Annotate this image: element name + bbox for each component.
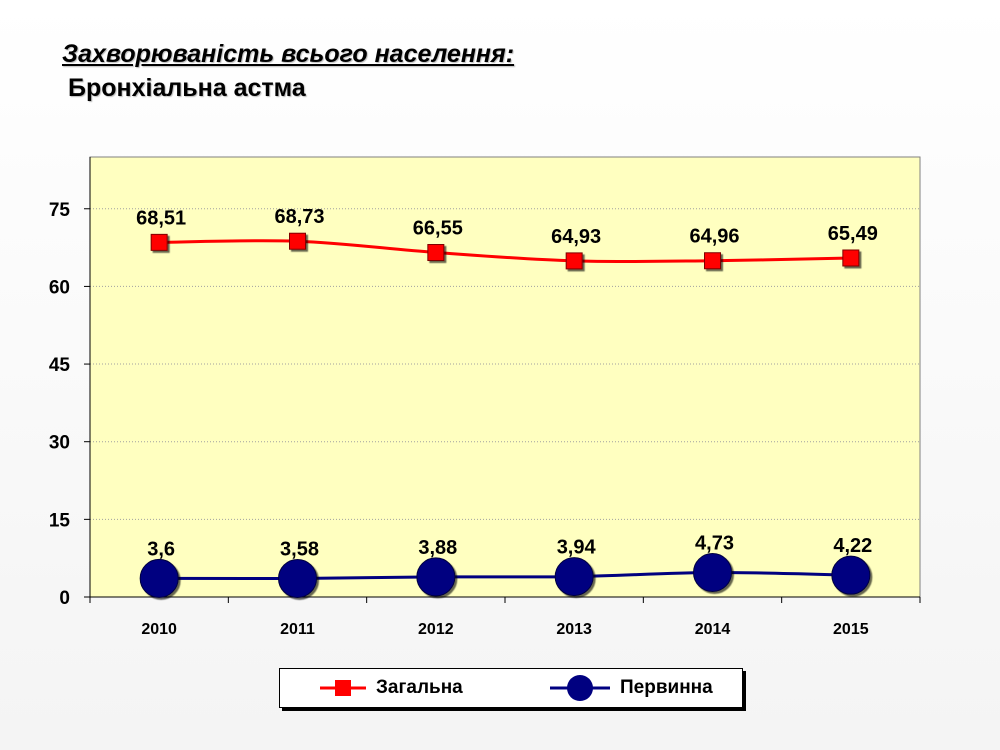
data-label: 3,94	[557, 537, 597, 559]
data-label: 3,88	[418, 537, 457, 559]
data-label: 4,22	[833, 535, 872, 557]
y-tick-label: 15	[49, 510, 71, 531]
chart-subtitle: Бронхіальна астма	[68, 74, 306, 102]
data-point-square	[289, 232, 306, 250]
data-label: 3,58	[280, 538, 319, 560]
data-point-square	[427, 244, 445, 262]
series-line-0	[159, 239, 851, 264]
legend-item-pervynna: Первинна	[548, 669, 713, 707]
plot-area	[89, 156, 921, 598]
data-label: 68,51	[136, 207, 186, 229]
chart-title: Захворюваність всього населення:	[62, 40, 515, 68]
gridlines	[90, 208, 920, 520]
y-tick-label: 0	[59, 588, 70, 609]
x-tick-label: 2014	[695, 621, 731, 638]
x-tick-label: 2012	[418, 621, 454, 638]
data-point-square	[704, 252, 721, 270]
data-point-square	[565, 252, 583, 270]
legend-marker-square-icon	[320, 680, 366, 696]
legend: Загальна Первинна	[279, 668, 743, 708]
series	[139, 232, 871, 598]
data-point-circle	[278, 558, 317, 598]
axes: 0 15 30 45 60 75 2010 2011 2012 2013 2014 2015	[49, 157, 921, 638]
data-point-circle	[139, 558, 179, 598]
y-tick-label: 30	[49, 433, 70, 454]
x-tick-label: 2013	[556, 621, 592, 638]
data-point-square	[842, 249, 860, 267]
x-tick-label: 2010	[141, 621, 177, 638]
x-tick-label: 2011	[280, 621, 315, 638]
data-point-circle	[693, 553, 732, 593]
data-point-circle	[554, 557, 594, 597]
data-labels: 68,51 68,73 66,55 64,93 64,96 65,49 3,6 3,58 3,8…	[136, 206, 878, 560]
y-tick-label: 75	[49, 200, 71, 221]
legend-item-zahalna: Загальна	[318, 669, 463, 707]
y-tick-label: 60	[49, 277, 70, 298]
data-point-square	[150, 233, 168, 251]
y-tick-label: 45	[49, 355, 71, 376]
data-label: 65,49	[828, 223, 878, 245]
data-label: 3,6	[147, 538, 175, 560]
data-label: 64,93	[551, 226, 601, 248]
data-label: 68,73	[274, 206, 324, 228]
data-point-circle	[416, 557, 456, 597]
legend-label-zahalna: Загальна	[376, 677, 463, 698]
legend-marker-circle-icon	[550, 675, 610, 701]
data-label: 66,55	[413, 218, 463, 240]
data-label: 64,96	[689, 226, 739, 248]
x-tick-label: 2015	[833, 621, 869, 638]
legend-label-pervynna: Первинна	[620, 677, 713, 698]
data-point-circle	[831, 555, 871, 595]
data-label: 4,73	[695, 533, 734, 555]
